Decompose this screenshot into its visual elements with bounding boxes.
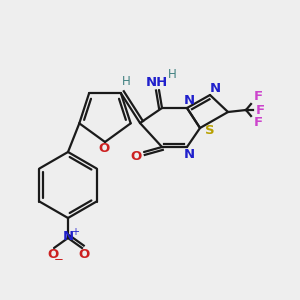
Text: F: F	[254, 116, 262, 130]
Text: O: O	[98, 142, 110, 155]
Text: H: H	[122, 75, 130, 88]
Text: N: N	[62, 230, 74, 244]
Text: +: +	[71, 227, 79, 237]
Text: N: N	[209, 82, 220, 94]
Text: S: S	[205, 124, 215, 136]
Text: O: O	[78, 248, 90, 262]
Text: O: O	[47, 248, 58, 262]
Text: H: H	[168, 68, 176, 80]
Text: F: F	[255, 103, 265, 116]
Text: O: O	[130, 151, 142, 164]
Text: F: F	[254, 91, 262, 103]
Text: NH: NH	[146, 76, 168, 88]
Text: N: N	[183, 148, 195, 160]
Text: N: N	[183, 94, 195, 107]
Text: −: −	[54, 254, 64, 266]
